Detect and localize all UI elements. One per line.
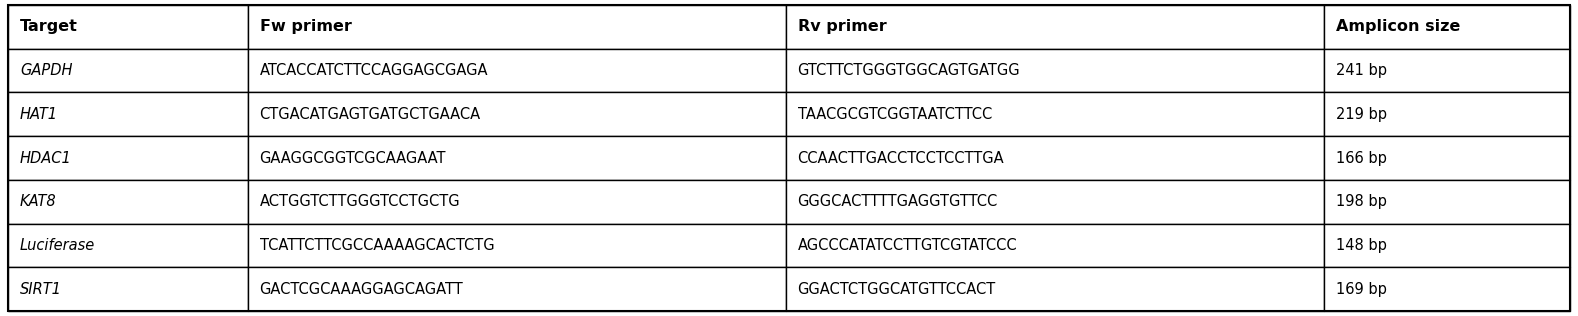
Text: GAAGGCGGTCGCAAGAAT: GAAGGCGGTCGCAAGAAT xyxy=(259,150,447,166)
Bar xyxy=(786,224,1324,267)
Text: 166 bp: 166 bp xyxy=(1335,150,1387,166)
Bar xyxy=(8,136,248,180)
Bar xyxy=(248,180,786,224)
Text: CCAACTTGACCTCCTCCTTGA: CCAACTTGACCTCCTCCTTGA xyxy=(797,150,1004,166)
Text: Fw primer: Fw primer xyxy=(259,19,352,34)
Text: TCATTCTTCGCCAAAAGCACTCTG: TCATTCTTCGCCAAAAGCACTCTG xyxy=(259,238,494,253)
Text: SIRT1: SIRT1 xyxy=(21,282,62,297)
Text: HAT1: HAT1 xyxy=(21,107,58,122)
Bar xyxy=(248,5,786,49)
Bar xyxy=(8,5,248,49)
Bar xyxy=(8,180,248,224)
Bar xyxy=(1324,136,1570,180)
Text: 219 bp: 219 bp xyxy=(1335,107,1387,122)
Bar xyxy=(1324,180,1570,224)
Bar xyxy=(8,49,248,92)
Bar xyxy=(1324,224,1570,267)
Bar xyxy=(248,136,786,180)
Text: GGGCACTTTTGAGGTGTTCC: GGGCACTTTTGAGGTGTTCC xyxy=(797,194,997,209)
Text: 148 bp: 148 bp xyxy=(1335,238,1387,253)
Bar xyxy=(786,267,1324,311)
Text: CTGACATGAGTGATGCTGAACA: CTGACATGAGTGATGCTGAACA xyxy=(259,107,481,122)
Bar xyxy=(1324,5,1570,49)
Bar xyxy=(786,5,1324,49)
Text: 169 bp: 169 bp xyxy=(1335,282,1387,297)
Text: Luciferase: Luciferase xyxy=(21,238,95,253)
Text: ATCACCATCTTCCAGGAGCGAGA: ATCACCATCTTCCAGGAGCGAGA xyxy=(259,63,488,78)
Text: Target: Target xyxy=(21,19,77,34)
Text: HDAC1: HDAC1 xyxy=(21,150,71,166)
Text: GACTCGCAAAGGAGCAGATT: GACTCGCAAAGGAGCAGATT xyxy=(259,282,464,297)
Bar xyxy=(786,136,1324,180)
Text: GTCTTCTGGGTGGCAGTGATGG: GTCTTCTGGGTGGCAGTGATGG xyxy=(797,63,1019,78)
Text: AGCCCATATCCTTGTCGTATCCC: AGCCCATATCCTTGTCGTATCCC xyxy=(797,238,1018,253)
Text: ACTGGTCTTGGGTCCTGCTG: ACTGGTCTTGGGTCCTGCTG xyxy=(259,194,461,209)
Bar xyxy=(8,92,248,136)
Bar xyxy=(248,267,786,311)
Bar xyxy=(8,267,248,311)
Text: 198 bp: 198 bp xyxy=(1335,194,1387,209)
Bar xyxy=(1324,49,1570,92)
Text: Rv primer: Rv primer xyxy=(797,19,887,34)
Bar xyxy=(786,49,1324,92)
Bar xyxy=(786,92,1324,136)
Bar xyxy=(248,92,786,136)
Text: Amplicon size: Amplicon size xyxy=(1335,19,1460,34)
Text: TAACGCGTCGGTAATCTTCC: TAACGCGTCGGTAATCTTCC xyxy=(797,107,993,122)
Bar xyxy=(1324,92,1570,136)
Text: GGACTCTGGCATGTTCCACT: GGACTCTGGCATGTTCCACT xyxy=(797,282,996,297)
Text: 241 bp: 241 bp xyxy=(1335,63,1387,78)
Bar xyxy=(786,180,1324,224)
Bar xyxy=(248,49,786,92)
Text: GAPDH: GAPDH xyxy=(21,63,73,78)
Bar xyxy=(1324,267,1570,311)
Bar xyxy=(248,224,786,267)
Bar xyxy=(8,224,248,267)
Text: KAT8: KAT8 xyxy=(21,194,57,209)
